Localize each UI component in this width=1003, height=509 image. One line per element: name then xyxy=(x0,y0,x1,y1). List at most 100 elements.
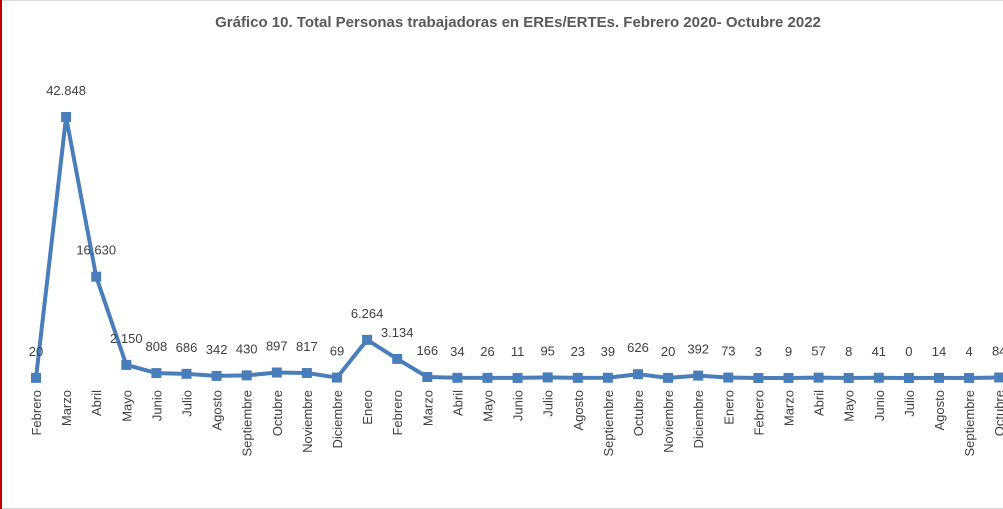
data-label: 808 xyxy=(146,339,168,354)
marker xyxy=(994,372,1003,383)
x-tick-label: Septiembre xyxy=(240,390,255,456)
data-label: 34 xyxy=(450,344,464,359)
data-label: 0 xyxy=(905,344,912,359)
x-tick-label: Junio xyxy=(511,390,526,421)
x-tick-label: Agosto xyxy=(932,390,947,430)
marker xyxy=(482,372,493,383)
x-tick-label: Noviembre xyxy=(300,390,315,453)
x-tick-label: Agosto xyxy=(571,390,586,430)
x-tick-label: Junio xyxy=(872,390,887,421)
data-label: 4 xyxy=(965,344,972,359)
data-label: 26 xyxy=(480,344,494,359)
data-label: 342 xyxy=(206,342,228,357)
marker xyxy=(542,372,553,383)
marker xyxy=(783,372,794,383)
data-label: 16.630 xyxy=(76,243,116,258)
marker xyxy=(392,353,403,364)
data-label: 73 xyxy=(721,344,735,359)
data-label: 41 xyxy=(872,344,886,359)
data-label: 430 xyxy=(236,341,258,356)
data-label: 23 xyxy=(571,344,585,359)
x-tick-label: Octubre xyxy=(270,390,285,436)
data-label: 20 xyxy=(661,344,675,359)
x-tick-label: Marzo xyxy=(782,390,797,426)
x-tick-label: Mayo xyxy=(842,390,857,422)
x-tick-label: Junio xyxy=(149,390,164,421)
data-label: 686 xyxy=(176,340,198,355)
marker xyxy=(753,372,764,383)
data-label: 3.134 xyxy=(381,325,414,340)
data-label: 2.150 xyxy=(110,331,143,346)
marker xyxy=(271,367,282,378)
marker xyxy=(512,372,523,383)
x-tick-label: Enero xyxy=(721,390,736,425)
marker xyxy=(934,372,944,383)
data-label: 9 xyxy=(785,344,792,359)
x-tick-label: Noviembre xyxy=(661,390,676,453)
data-label: 8 xyxy=(845,344,852,359)
data-label: 14 xyxy=(932,344,946,359)
marker xyxy=(362,334,373,345)
marker xyxy=(241,370,252,381)
marker xyxy=(843,372,854,383)
marker xyxy=(31,372,41,383)
data-label: 626 xyxy=(627,340,649,355)
data-label: 69 xyxy=(330,344,344,359)
x-tick-label: Marzo xyxy=(420,390,435,426)
marker xyxy=(572,372,583,383)
x-tick-label: Julio xyxy=(902,390,917,417)
marker xyxy=(873,372,884,383)
data-label: 817 xyxy=(296,339,318,354)
x-tick-label: Febrero xyxy=(29,390,44,436)
marker xyxy=(61,112,72,122)
x-tick-label: Marzo xyxy=(59,390,74,426)
marker xyxy=(602,372,613,383)
x-tick-label: Febrero xyxy=(390,390,405,436)
x-tick-label: Mayo xyxy=(481,390,496,422)
data-label: 3 xyxy=(755,344,762,359)
data-label: 57 xyxy=(811,344,825,359)
x-tick-label: Diciembre xyxy=(330,390,345,449)
x-tick-label: Octubre xyxy=(631,390,646,436)
x-tick-label: Abril xyxy=(450,390,465,416)
data-label: 20 xyxy=(29,344,43,359)
x-tick-label: Abril xyxy=(89,390,104,416)
chart-title: Gráfico 10. Total Personas trabajadoras … xyxy=(215,14,821,31)
data-label: 42.848 xyxy=(46,83,86,98)
x-tick-label: Septiembre xyxy=(601,390,616,456)
marker xyxy=(181,368,192,379)
data-label: 6.264 xyxy=(351,306,384,321)
x-tick-label: Julio xyxy=(541,390,556,417)
marker xyxy=(964,372,975,383)
x-tick-label: Septiembre xyxy=(962,390,977,456)
marker xyxy=(332,372,342,383)
data-label: 84 xyxy=(992,343,1003,358)
data-label: 95 xyxy=(540,343,554,358)
x-tick-label: Enero xyxy=(360,390,375,425)
x-tick-label: Febrero xyxy=(751,390,766,436)
marker xyxy=(151,368,162,379)
x-tick-label: Diciembre xyxy=(691,390,706,449)
marker xyxy=(452,372,463,383)
x-tick-label: Mayo xyxy=(119,390,134,422)
marker xyxy=(633,369,643,380)
x-tick-label: Agosto xyxy=(210,390,225,430)
data-label: 897 xyxy=(266,339,288,354)
marker xyxy=(211,370,222,381)
x-tick-label: Abril xyxy=(812,390,827,416)
marker xyxy=(91,271,102,282)
marker xyxy=(813,372,824,383)
marker xyxy=(693,370,704,381)
data-label: 392 xyxy=(687,342,709,357)
marker xyxy=(422,371,433,382)
data-label: 11 xyxy=(511,344,525,359)
marker xyxy=(301,368,312,379)
x-tick-label: Julio xyxy=(180,390,195,417)
marker xyxy=(903,373,914,383)
marker xyxy=(663,372,674,383)
marker xyxy=(121,359,132,370)
marker xyxy=(723,372,734,383)
